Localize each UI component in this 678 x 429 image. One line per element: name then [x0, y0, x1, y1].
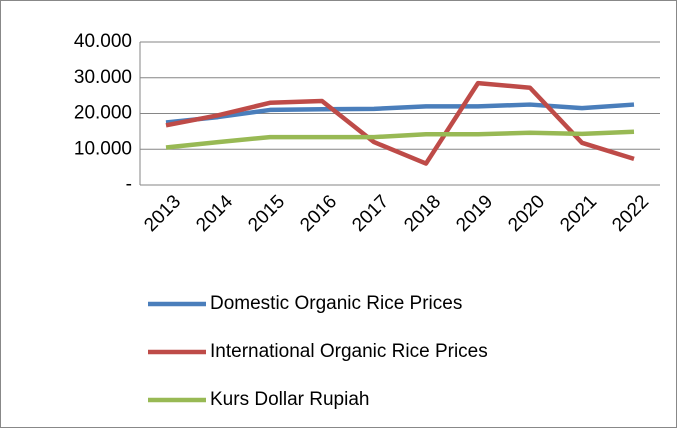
y-tick-label: - [126, 174, 132, 195]
legend-label: Domestic Organic Rice Prices [210, 293, 462, 314]
y-tick-label: 30.000 [74, 67, 132, 88]
series-line [165, 80, 635, 166]
legend-label: International Organic Rice Prices [210, 341, 488, 362]
y-tick-label: 40.000 [74, 31, 132, 52]
y-tick-label: 20.000 [74, 103, 132, 124]
y-tick-label: 10.000 [74, 138, 132, 159]
series-line [165, 129, 635, 150]
legend-label: Kurs Dollar Rupiah [210, 389, 369, 410]
series-line [165, 102, 635, 125]
